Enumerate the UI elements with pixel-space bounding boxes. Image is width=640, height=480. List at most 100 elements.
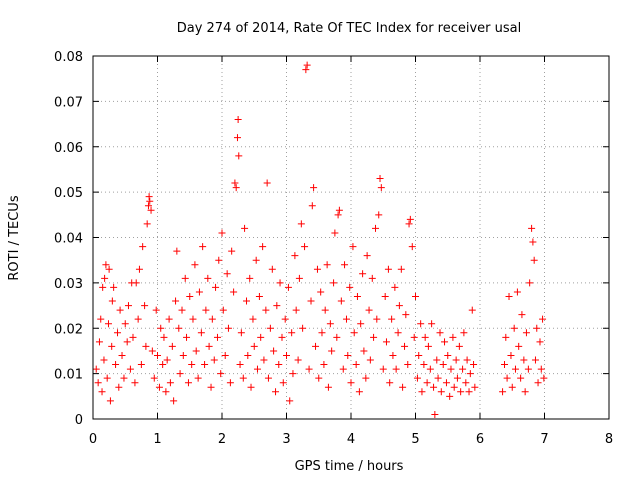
- data-point-marker: [121, 320, 129, 328]
- data-point-marker: [347, 379, 355, 387]
- data-point-marker: [221, 351, 229, 359]
- data-point-marker: [344, 351, 352, 359]
- data-point-marker: [321, 306, 329, 314]
- data-point-marker: [123, 338, 131, 346]
- data-point-marker: [303, 61, 311, 69]
- data-point-marker: [536, 338, 544, 346]
- y-tick-label: 0.07: [54, 95, 83, 110]
- data-point-marker: [388, 315, 396, 323]
- data-point-marker: [318, 329, 326, 337]
- data-point-marker: [262, 306, 270, 314]
- x-tick-label: 7: [540, 432, 548, 447]
- data-point-marker: [268, 265, 276, 273]
- data-point-marker: [439, 361, 447, 369]
- data-point-marker: [406, 215, 414, 223]
- data-point-marker: [114, 329, 122, 337]
- data-point-marker: [178, 306, 186, 314]
- data-point-marker: [346, 283, 354, 291]
- data-point-marker: [124, 302, 132, 310]
- data-point-marker: [186, 292, 194, 300]
- data-point-marker: [350, 329, 358, 337]
- data-point-marker: [530, 256, 538, 264]
- data-point-marker: [223, 270, 231, 278]
- data-point-marker: [162, 388, 170, 396]
- data-point-marker: [110, 283, 118, 291]
- data-point-marker: [120, 374, 128, 382]
- data-point-marker: [144, 202, 152, 210]
- data-point-marker: [373, 315, 381, 323]
- data-point-marker: [501, 361, 509, 369]
- data-point-marker: [241, 224, 249, 232]
- data-point-marker: [237, 329, 245, 337]
- data-point-marker: [255, 292, 263, 300]
- data-point-marker: [288, 329, 296, 337]
- data-point-marker: [283, 351, 290, 359]
- data-point-marker: [521, 388, 529, 396]
- data-point-marker: [233, 134, 241, 142]
- data-point-marker: [522, 329, 530, 337]
- data-point-marker: [312, 342, 320, 350]
- data-point-marker: [381, 292, 389, 300]
- data-point-marker: [376, 175, 384, 183]
- data-point-marker: [126, 365, 134, 373]
- data-point-marker: [135, 265, 143, 273]
- data-point-marker: [163, 356, 171, 364]
- data-point-marker: [295, 274, 303, 282]
- data-point-marker: [342, 315, 350, 323]
- data-point-marker: [382, 338, 390, 346]
- data-point-marker: [507, 351, 515, 359]
- data-point-marker: [139, 243, 147, 251]
- x-tick-label: 1: [153, 432, 161, 447]
- data-point-marker: [372, 224, 380, 232]
- y-tick-label: 0.03: [54, 277, 83, 292]
- data-point-marker: [173, 247, 181, 255]
- data-point-marker: [106, 397, 114, 405]
- data-point-marker: [108, 297, 116, 305]
- data-point-marker: [92, 365, 100, 373]
- data-point-marker: [197, 329, 205, 337]
- data-point-marker: [294, 356, 302, 364]
- data-point-marker: [533, 324, 541, 332]
- data-point-marker: [518, 311, 526, 319]
- data-point-marker: [524, 365, 532, 373]
- data-point-marker: [253, 365, 261, 373]
- data-point-marker: [431, 410, 439, 418]
- data-point-marker: [118, 351, 126, 359]
- data-point-marker: [195, 288, 203, 296]
- data-point-marker: [366, 356, 374, 364]
- data-point-marker: [145, 193, 153, 201]
- chart-title: Day 274 of 2014, Rate Of TEC Index for r…: [177, 21, 522, 36]
- data-point-marker: [339, 365, 347, 373]
- data-point-marker: [326, 320, 334, 328]
- y-tick-label: 0.05: [54, 186, 83, 201]
- data-point-marker: [539, 315, 547, 323]
- data-point-marker: [97, 315, 105, 323]
- data-point-marker: [279, 379, 287, 387]
- data-point-marker: [341, 261, 349, 269]
- data-point-marker: [323, 261, 331, 269]
- data-point-marker: [468, 306, 476, 314]
- data-point-marker: [389, 351, 397, 359]
- data-point-marker: [188, 361, 196, 369]
- data-point-marker: [95, 338, 103, 346]
- data-point-marker: [436, 329, 444, 337]
- data-point-marker: [471, 383, 479, 391]
- data-point-marker: [308, 202, 316, 210]
- data-point-marker: [404, 361, 412, 369]
- data-point-marker: [449, 333, 457, 341]
- data-point-marker: [517, 374, 525, 382]
- data-point-marker: [199, 243, 207, 251]
- data-point-marker: [357, 320, 365, 328]
- data-point-marker: [152, 306, 160, 314]
- data-point-marker: [446, 392, 454, 400]
- data-point-marker: [191, 261, 199, 269]
- data-point-marker: [235, 152, 243, 160]
- data-point-marker: [116, 306, 124, 314]
- data-point-marker: [384, 265, 392, 273]
- data-point-marker: [328, 347, 336, 355]
- data-point-marker: [230, 288, 238, 296]
- data-point-marker: [335, 206, 343, 214]
- data-point-marker: [176, 370, 184, 378]
- data-point-marker: [531, 356, 539, 364]
